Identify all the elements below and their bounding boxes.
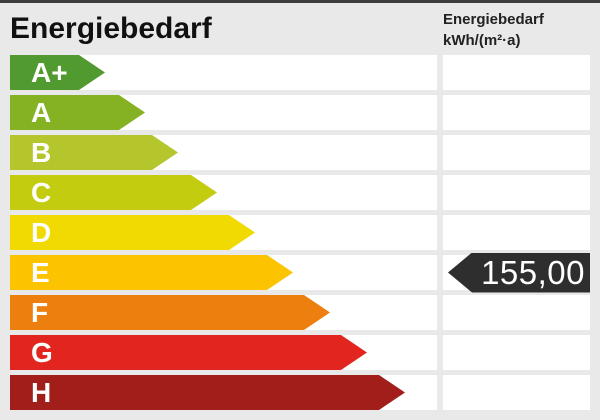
- energy-class-bar-d: D: [10, 215, 255, 250]
- energy-class-row-b: B: [10, 135, 590, 170]
- energy-class-label: F: [10, 295, 330, 330]
- value-text: 155,00: [448, 253, 590, 293]
- energy-class-label: D: [10, 215, 255, 250]
- column-divider: [437, 55, 443, 410]
- energy-class-row-f: F: [10, 295, 590, 330]
- energy-class-row-c: C: [10, 175, 590, 210]
- energy-class-label: A+: [10, 55, 105, 90]
- energy-class-bar-aplus: A+: [10, 55, 105, 90]
- energy-class-label: A: [10, 95, 145, 130]
- energy-scale-rows: A+ ABCDEFGH: [10, 55, 590, 415]
- unit-header-line1: Energiebedarf: [443, 9, 544, 30]
- energy-class-bar-a: A: [10, 95, 145, 130]
- energy-class-label: H: [10, 375, 405, 410]
- page-title: Energiebedarf: [10, 12, 212, 46]
- energy-class-label: B: [10, 135, 178, 170]
- unit-header-line2: kWh/(m²·a): [443, 30, 544, 51]
- energy-class-bar-c: C: [10, 175, 217, 210]
- energy-certificate-scale: Energiebedarf Energiebedarf kWh/(m²·a) A…: [0, 0, 600, 420]
- energy-class-bar-f: F: [10, 295, 330, 330]
- energy-class-bar-e: E: [10, 255, 293, 290]
- energy-class-bar-b: B: [10, 135, 178, 170]
- energy-class-row-aplus: A+: [10, 55, 590, 90]
- energy-class-row-d: D: [10, 215, 590, 250]
- energy-class-label: E: [10, 255, 293, 290]
- energy-class-row-h: H: [10, 375, 590, 410]
- energy-class-row-g: G: [10, 335, 590, 370]
- energy-class-label: G: [10, 335, 367, 370]
- unit-header: Energiebedarf kWh/(m²·a): [443, 9, 544, 51]
- energy-class-label: C: [10, 175, 217, 210]
- energy-class-bar-g: G: [10, 335, 367, 370]
- energy-class-row-a: A: [10, 95, 590, 130]
- value-badge-arrow: 155,00: [448, 253, 590, 293]
- energy-class-bar-h: H: [10, 375, 405, 410]
- top-border: [0, 0, 600, 3]
